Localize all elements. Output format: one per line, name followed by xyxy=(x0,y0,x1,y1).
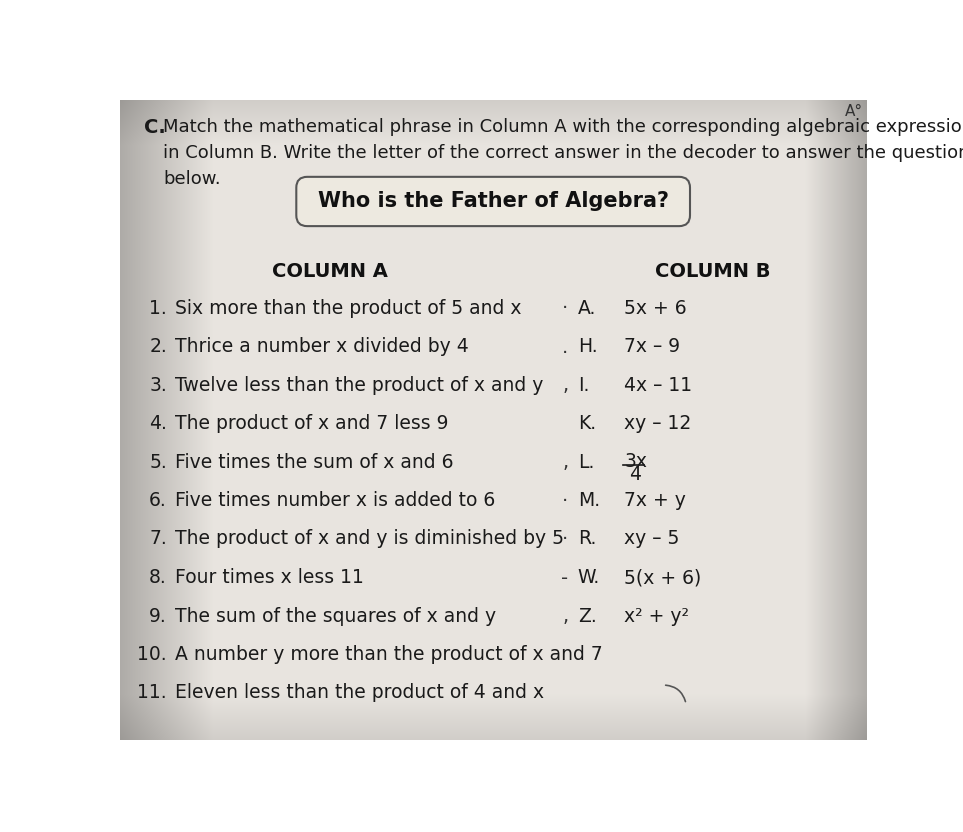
Text: The sum of the squares of x and y: The sum of the squares of x and y xyxy=(174,607,496,626)
Text: Who is the Father of Algebra?: Who is the Father of Algebra? xyxy=(318,191,668,211)
Text: Five times number x is added to 6: Five times number x is added to 6 xyxy=(174,491,495,510)
Text: 1.: 1. xyxy=(149,299,167,318)
Text: I.: I. xyxy=(578,375,589,394)
Text: A number y more than the product of x and 7: A number y more than the product of x an… xyxy=(174,645,603,664)
Text: L.: L. xyxy=(578,453,594,472)
Text: .: . xyxy=(562,338,568,357)
Text: 3x: 3x xyxy=(624,452,647,471)
Text: xy – 12: xy – 12 xyxy=(624,414,691,433)
Text: x² + y²: x² + y² xyxy=(624,607,690,626)
Text: 4x – 11: 4x – 11 xyxy=(624,375,692,394)
Text: Four times x less 11: Four times x less 11 xyxy=(174,568,363,587)
Text: The product of x and 7 less 9: The product of x and 7 less 9 xyxy=(174,414,448,433)
Text: ·: · xyxy=(562,530,568,549)
Text: M.: M. xyxy=(578,491,600,510)
Text: 4.: 4. xyxy=(149,414,167,433)
Text: 5x + 6: 5x + 6 xyxy=(624,299,687,318)
Text: xy – 5: xy – 5 xyxy=(624,529,680,548)
Text: ·: · xyxy=(562,300,568,319)
FancyBboxPatch shape xyxy=(297,177,690,226)
Text: 9.: 9. xyxy=(149,607,167,626)
Text: 7x + y: 7x + y xyxy=(624,491,686,510)
Text: 5(x + 6): 5(x + 6) xyxy=(624,568,701,587)
Text: A.: A. xyxy=(578,299,596,318)
Text: ,: , xyxy=(562,376,568,395)
Text: Twelve less than the product of x and y: Twelve less than the product of x and y xyxy=(174,375,543,394)
Text: -: - xyxy=(561,569,568,587)
Text: COLUMN B: COLUMN B xyxy=(655,261,770,280)
Text: The product of x and y is diminished by 5: The product of x and y is diminished by … xyxy=(174,529,563,548)
Text: 7x – 9: 7x – 9 xyxy=(624,337,680,356)
Text: W.: W. xyxy=(578,568,600,587)
Text: H.: H. xyxy=(578,337,597,356)
Text: ·: · xyxy=(562,492,568,511)
Text: Match the mathematical phrase in Column A with the corresponding algebraic expre: Match the mathematical phrase in Column … xyxy=(163,118,963,188)
Text: 10.: 10. xyxy=(138,645,167,664)
Text: ,: , xyxy=(562,607,568,626)
Text: R.: R. xyxy=(578,529,596,548)
Text: K.: K. xyxy=(578,414,596,433)
Text: Six more than the product of 5 and x: Six more than the product of 5 and x xyxy=(174,299,521,318)
Text: C.: C. xyxy=(143,118,166,137)
Text: Z.: Z. xyxy=(578,607,596,626)
Text: 5.: 5. xyxy=(149,453,167,472)
Text: Thrice a number x divided by 4: Thrice a number x divided by 4 xyxy=(174,337,468,356)
Text: 8.: 8. xyxy=(149,568,167,587)
Text: 6.: 6. xyxy=(149,491,167,510)
Text: 4: 4 xyxy=(629,465,640,484)
Text: 2.: 2. xyxy=(149,337,167,356)
Text: 7.: 7. xyxy=(149,529,167,548)
Text: Five times the sum of x and 6: Five times the sum of x and 6 xyxy=(174,453,454,472)
Text: 3.: 3. xyxy=(149,375,167,394)
Text: ,: , xyxy=(562,453,568,473)
Text: 11.: 11. xyxy=(138,684,167,702)
Text: Eleven less than the product of 4 and x: Eleven less than the product of 4 and x xyxy=(174,684,544,702)
Text: A°: A° xyxy=(845,104,863,119)
Text: COLUMN A: COLUMN A xyxy=(272,261,387,280)
